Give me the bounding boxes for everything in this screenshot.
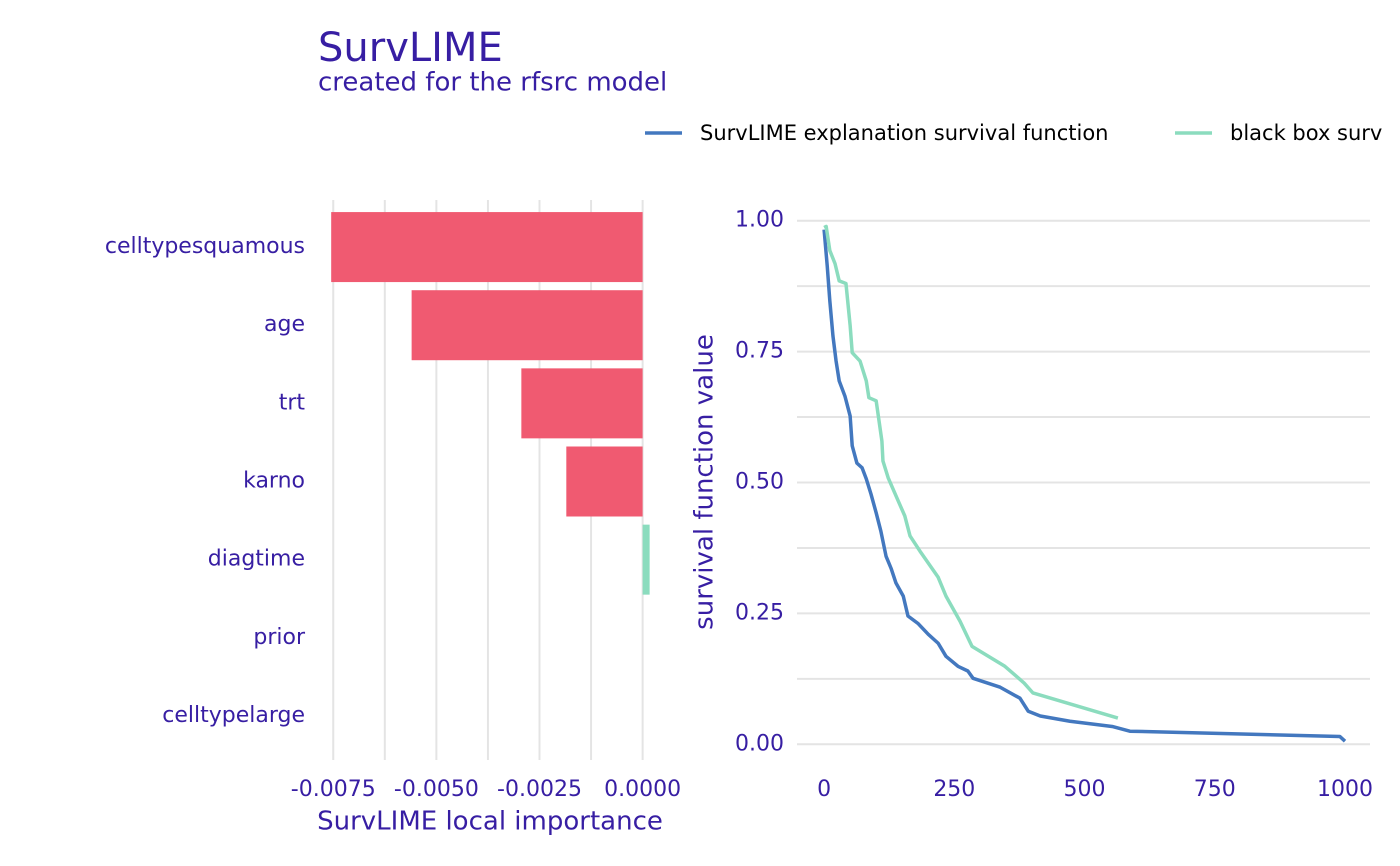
bar (331, 212, 643, 283)
x-tick-label: -0.0075 (291, 777, 376, 802)
bar (411, 290, 643, 361)
y-tick-label: 0.75 (735, 339, 784, 364)
chart-title: SurvLIME (318, 25, 503, 71)
legend-label: black box surv (1230, 121, 1382, 145)
y-tick-label: prior (253, 625, 306, 650)
x-tick-label: -0.0050 (394, 777, 479, 802)
y-tick-label: 0.00 (735, 731, 784, 756)
bar (642, 524, 650, 595)
y-axis-title: survival function value (690, 334, 720, 630)
y-tick-label: age (264, 312, 305, 337)
x-tick-label: 0 (817, 777, 831, 802)
survival-line (823, 224, 1119, 720)
y-tick-label: diagtime (208, 547, 305, 572)
legend-label: SurvLIME explanation survival function (700, 121, 1109, 145)
x-tick-label: 0.0000 (604, 777, 681, 802)
x-tick-label: 1000 (1317, 777, 1373, 802)
y-tick-label: celltypesquamous (105, 234, 305, 259)
x-tick-label: 500 (1064, 777, 1106, 802)
bar (566, 446, 643, 517)
x-tick-label: 250 (933, 777, 975, 802)
survival-line (822, 229, 1347, 743)
chart-subtitle: created for the rfsrc model (318, 68, 667, 98)
y-tick-label: trt (279, 390, 306, 415)
y-tick-label: 0.50 (735, 470, 784, 495)
x-axis-title: SurvLIME local importance (317, 807, 663, 837)
y-tick-label: celltypelarge (162, 703, 305, 728)
x-tick-label: -0.0025 (497, 777, 582, 802)
y-tick-label: 1.00 (735, 208, 784, 233)
x-tick-label: 750 (1194, 777, 1236, 802)
y-tick-label: 0.25 (735, 600, 784, 625)
y-tick-label: karno (243, 469, 305, 494)
bar (521, 368, 643, 439)
